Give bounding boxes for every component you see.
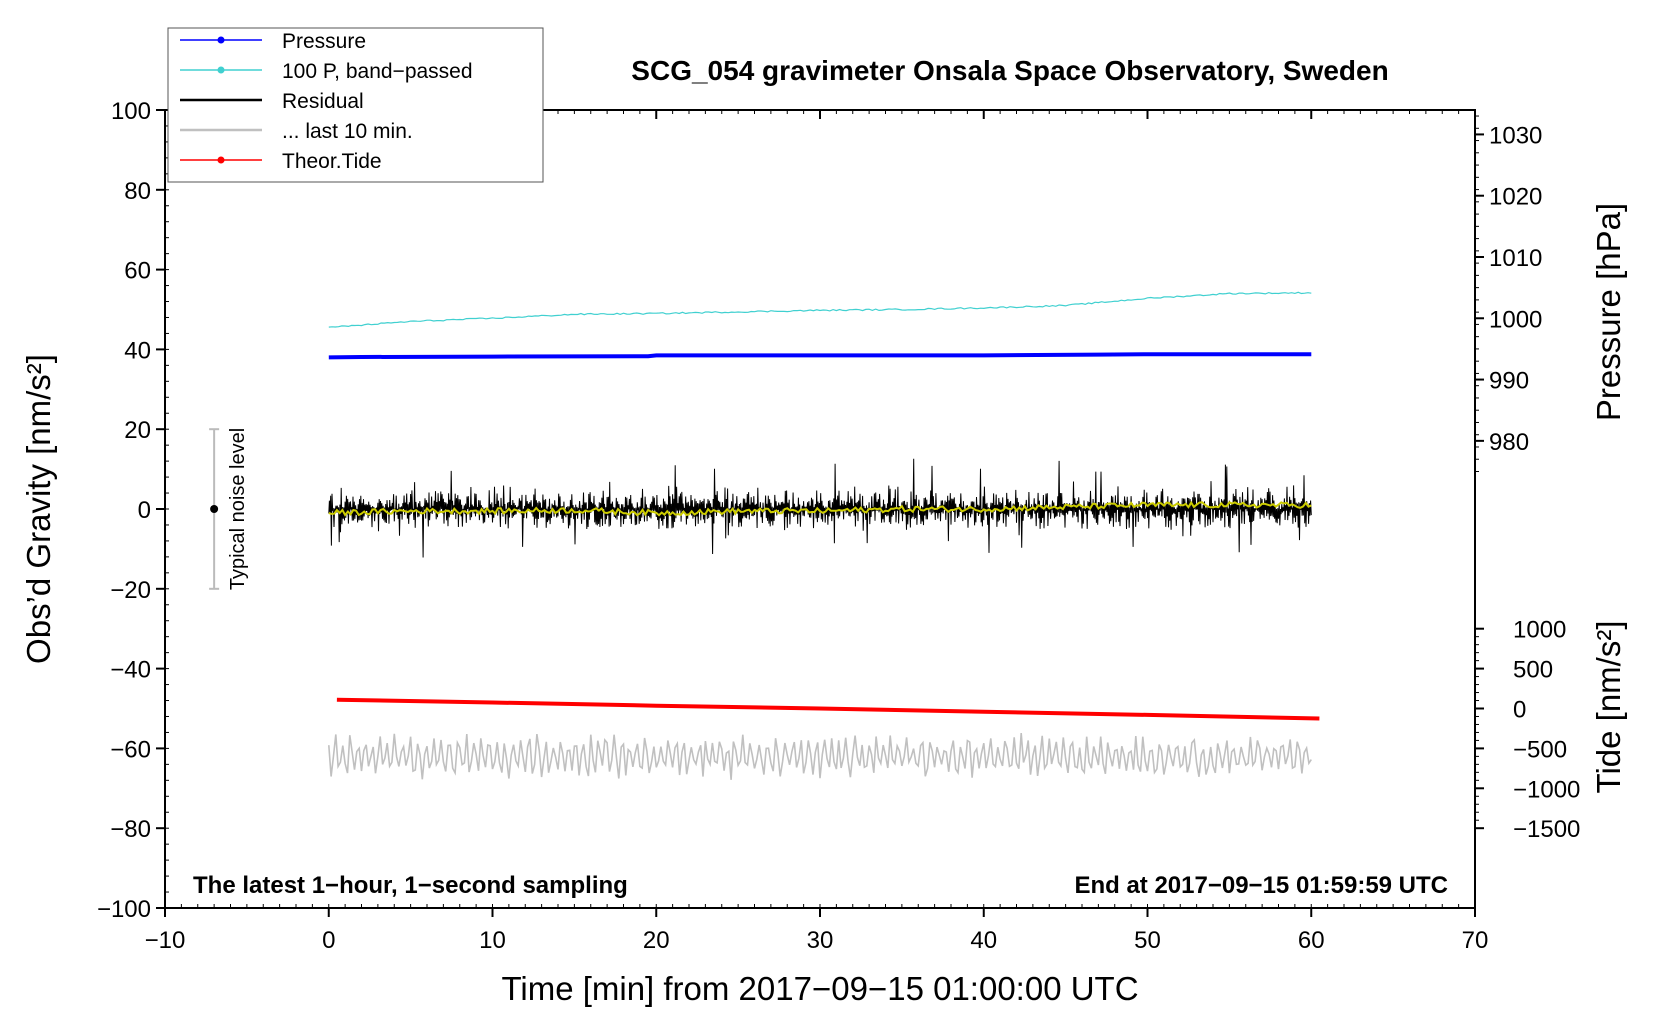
pressure-tick-label: 1010 [1489,245,1542,272]
tide-tick-label: −1000 [1513,776,1580,803]
y-axis-title-pressure: Pressure [hPa] [1590,203,1627,421]
x-tick-label: 0 [322,927,335,954]
pressure-tick-label: 980 [1489,429,1529,456]
x-tick-label: 30 [807,927,834,954]
tide-tick-label: −500 [1513,736,1567,763]
footer-left-annotation: The latest 1−hour, 1−second sampling [193,872,628,899]
tide-tick-label: 0 [1513,697,1526,724]
y-tick-label: 60 [124,258,151,285]
x-tick-label: 70 [1462,927,1489,954]
y-tick-label: −40 [110,657,151,684]
legend-label: ... last 10 min. [282,120,413,143]
theoretical-tide-line [336,697,1320,721]
legend-marker [217,36,225,44]
y-axis-ticks: 100 80 60 40 20 0 −20 −40 −60 −80 −100 [97,98,165,923]
y-axis-title-tide: Tide [nm/s²] [1590,621,1627,794]
legend-box [167,27,544,183]
legend-label: Theor.Tide [282,150,382,173]
y-tick-label: −60 [110,736,151,763]
tide-axis-ticks: 1000 500 0 −500 −1000 −1500 [1475,617,1580,843]
series-layer [328,291,1320,780]
pressure-tick-label: 1030 [1489,122,1542,149]
x-tick-label: 50 [1134,927,1161,954]
legend-marker [217,156,225,164]
residual-smoothed-line [328,500,1312,517]
legend: Pressure 100 P, band−passed Residual ... la… [167,27,544,183]
pressure-tick-label: 1000 [1489,306,1542,333]
last-10-min-line [328,732,1312,780]
y-tick-label: −80 [110,816,151,843]
pressure-tick-label: 990 [1489,368,1529,395]
x-tick-label: 20 [643,927,670,954]
y-axis-title-left: Obs’d Gravity [nm/s²] [20,354,57,664]
noise-center-dot [210,505,219,513]
x-tick-label: −10 [145,927,186,954]
y-tick-label: 40 [124,337,151,364]
footer-right-annotation: End at 2017−09−15 01:59:59 UTC [1074,872,1448,899]
band-passed-pressure-line [328,291,1312,328]
y-tick-label: 20 [124,417,151,444]
pressure-tick-label: 1020 [1489,184,1542,211]
tide-tick-label: 500 [1513,657,1553,684]
y-tick-label: −20 [110,577,151,604]
x-axis-ticks: −10 0 10 20 30 40 50 60 70 [145,110,1489,954]
chart-title: SCG_054 gravimeter Onsala Space Observat… [631,55,1388,86]
noise-label: Typical noise level [227,428,249,590]
y-tick-label: −100 [97,896,151,923]
x-tick-label: 40 [970,927,997,954]
legend-label: 100 P, band−passed [282,60,473,83]
legend-marker [217,66,225,74]
tide-tick-label: −1500 [1513,816,1580,843]
y-tick-label: 80 [124,178,151,205]
x-tick-label: 10 [479,927,506,954]
legend-label: Residual [282,90,364,113]
x-tick-label: 60 [1298,927,1325,954]
y-tick-label: 100 [111,98,151,125]
y-tick-label: 0 [138,497,151,524]
noise-indicator: Typical noise level [209,428,249,590]
x-axis-title: Time [min] from 2017−09−15 01:00:00 UTC [501,970,1138,1007]
pressure-line [328,352,1312,360]
tide-tick-label: 1000 [1513,617,1566,644]
legend-label: Pressure [282,30,366,53]
pressure-axis-ticks: 1030 1020 1010 1000 990 980 [1475,115,1542,472]
residual-line [328,458,1312,558]
